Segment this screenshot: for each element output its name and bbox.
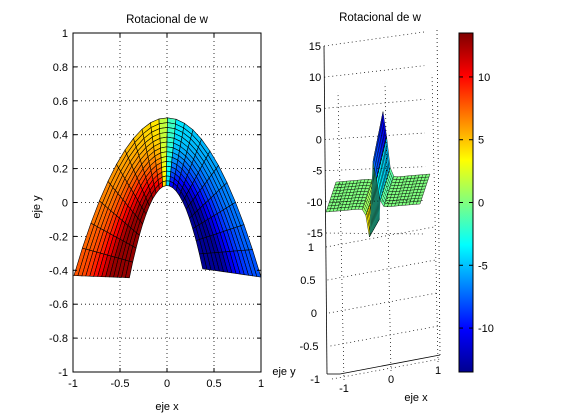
right-z-gridline <box>325 232 426 235</box>
right-z-gridline <box>324 65 425 78</box>
left-x-ticks: -1 -0.5 0 0.5 1 <box>68 33 264 390</box>
right-y-tick-label: 0.5 <box>300 275 315 287</box>
left-title: Rotacional de w <box>126 14 209 26</box>
left-x-tick-label: 0.5 <box>206 378 221 390</box>
right-y-ticks: 1 0.5 0 -0.5 -1 <box>300 226 441 386</box>
colorbar-tick-label: -5 <box>478 260 488 272</box>
right-ylabel: eje y <box>272 366 296 378</box>
right-y-gridline <box>328 292 438 314</box>
left-axes: -1 -0.5 0 0.5 1 -1 -0.8 -0.6 -0.4 -0.2 0 0.2 0.4 0.6… <box>31 14 264 413</box>
left-y-tick-label: 0.8 <box>53 62 68 74</box>
right-z-tick-label: -5 <box>312 166 322 178</box>
colorbar-tick-label: 5 <box>478 135 484 147</box>
right-z-gridline <box>325 166 426 172</box>
right-y-gridline <box>327 259 436 281</box>
left-y-tick-label: -0.8 <box>49 333 68 345</box>
left-y-tick-label: 1 <box>62 28 68 40</box>
left-x-tick-label: 0 <box>164 378 170 390</box>
right-3d-box <box>323 29 441 375</box>
right-surface <box>325 111 431 238</box>
left-y-ticks: -1 -0.8 -0.6 -0.4 -0.2 0 0.2 0.4 0.6 0.8 1 <box>49 28 261 379</box>
right-x-tick-label: 1 <box>435 365 441 377</box>
right-back-edge <box>436 29 441 356</box>
colorbar-tick-label: -10 <box>478 323 494 335</box>
right-y-tick-label: 1 <box>308 242 314 254</box>
right-z-tick-label: -10 <box>307 197 323 209</box>
left-y-tick-label: -0.4 <box>49 265 68 277</box>
right-surface-patch <box>416 200 422 205</box>
left-x-tick-label: 1 <box>258 378 264 390</box>
left-surface-patch <box>199 253 208 270</box>
right-z-tick-label: 0 <box>316 135 322 147</box>
right-y-tick-label: -1 <box>310 374 320 386</box>
colorbar-tick-label: 10 <box>478 72 490 84</box>
right-z-tick-label: 15 <box>309 41 321 53</box>
right-x-axis-line <box>339 354 441 375</box>
right-z-gridline <box>325 199 426 203</box>
left-x-tick-label: -0.5 <box>111 378 130 390</box>
left-surface <box>73 117 262 279</box>
right-y-gridline <box>331 358 441 380</box>
right-z-ticks: 15 10 5 0 -5 -10 -15 <box>307 31 426 240</box>
left-y-tick-label: -0.2 <box>49 231 68 243</box>
right-y-gridline <box>325 226 435 248</box>
left-ylabel: eje y <box>31 195 43 219</box>
right-x-gridline <box>337 91 345 381</box>
left-xlabel: eje x <box>155 401 179 413</box>
left-surface-patch <box>166 165 172 172</box>
right-z-tick-label: 5 <box>315 103 321 115</box>
right-x-gridline <box>431 73 439 363</box>
right-z-tick-label: 10 <box>309 72 321 84</box>
left-y-tick-label: 0.4 <box>53 130 68 142</box>
left-surface-patch <box>162 180 167 188</box>
left-x-tick-label: -1 <box>68 378 78 390</box>
right-z-gridline <box>323 31 425 47</box>
left-y-tick-label: -1 <box>58 367 68 379</box>
right-z-axis-line <box>323 45 328 375</box>
left-y-tick-label: 0.6 <box>53 96 68 108</box>
right-x-tick-label: -1 <box>339 383 349 395</box>
right-title: Rotacional de w <box>339 12 422 24</box>
left-y-tick-label: 0 <box>62 198 68 210</box>
right-z-gridline <box>324 132 425 140</box>
right-xlabel: eje x <box>404 392 428 404</box>
colorbar-tick-label: 0 <box>478 198 484 210</box>
right-x-ticks: -1 0 1 <box>337 73 441 395</box>
right-y-tick-label: -0.5 <box>300 341 319 353</box>
left-y-tick-label: 0.2 <box>53 164 68 176</box>
colorbar-ticks: 10 5 0 -5 -10 <box>459 72 494 335</box>
colorbar: 10 5 0 -5 -10 <box>458 32 494 373</box>
right-y-gridline <box>330 325 439 347</box>
right-y-tick-label: 0 <box>311 308 317 320</box>
right-x-gridline <box>384 82 392 372</box>
right-z-gridline <box>324 98 425 109</box>
left-y-tick-label: -0.6 <box>49 299 68 311</box>
right-x-tick-label: 0 <box>388 374 394 386</box>
right-z-tick-label: -15 <box>307 228 323 240</box>
